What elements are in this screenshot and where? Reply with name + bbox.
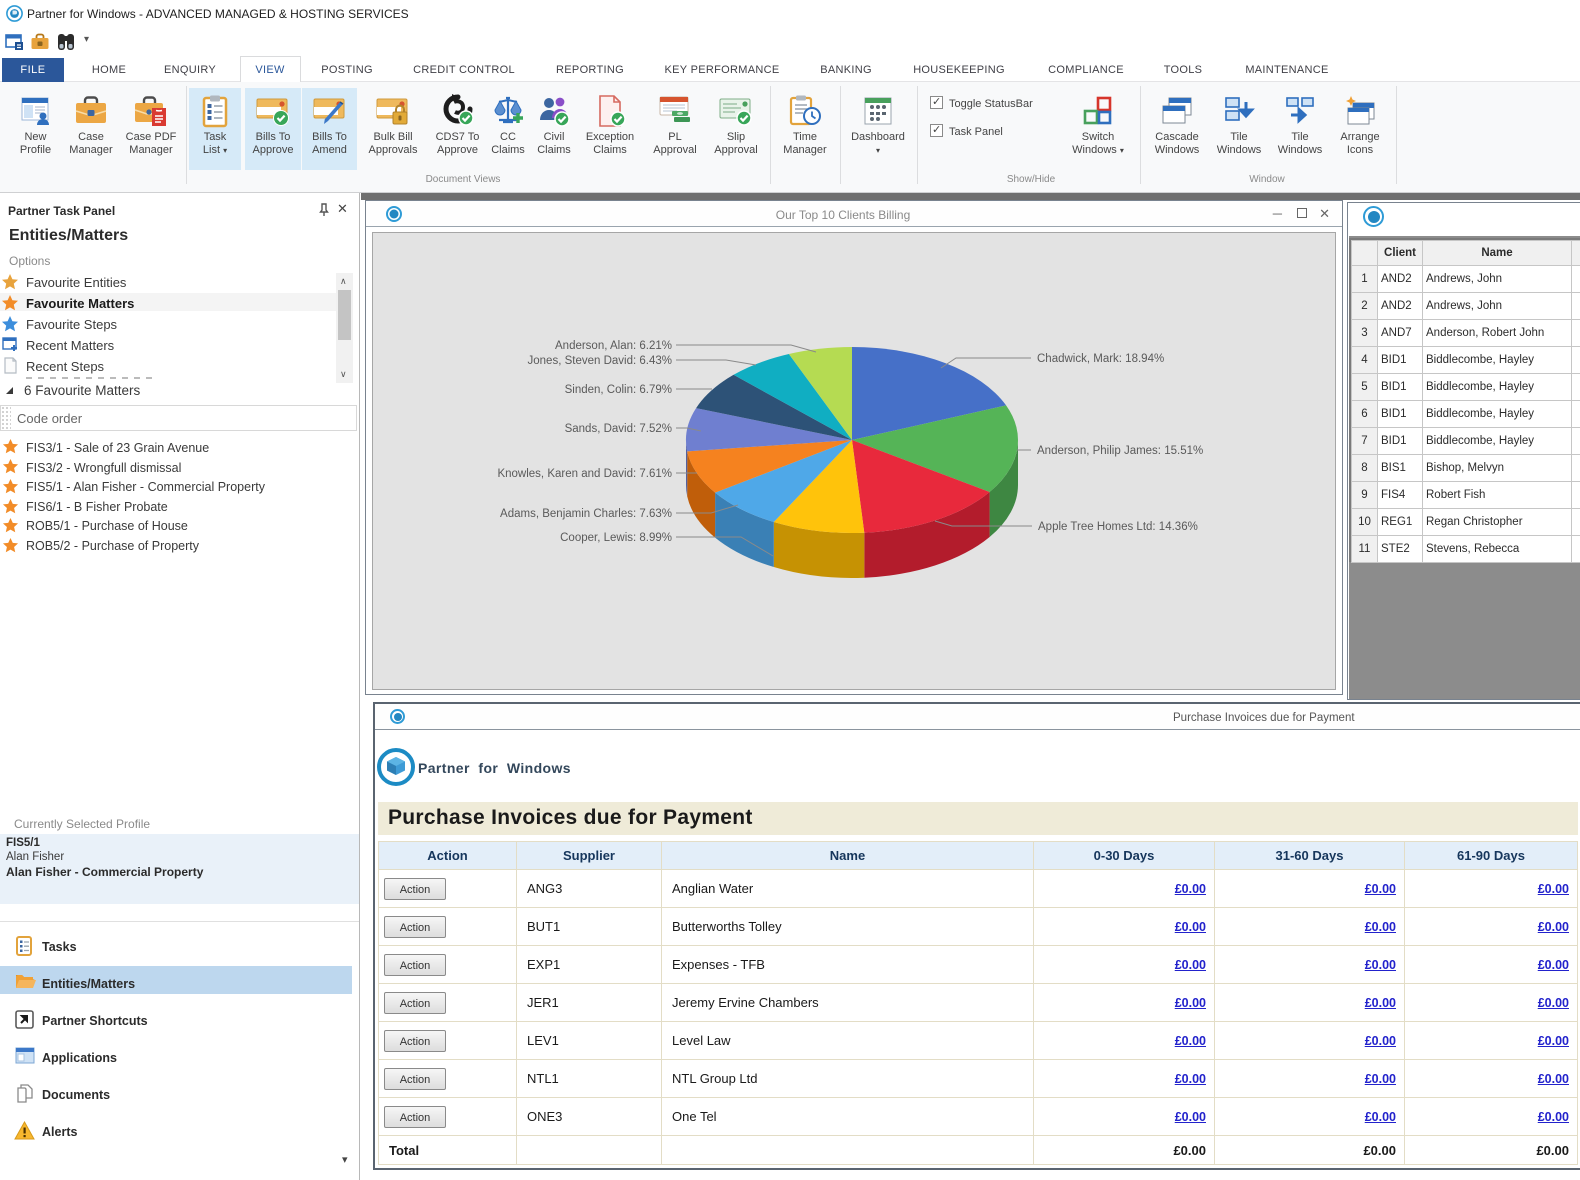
svg-text:Cooper, Lewis: 8.99%: Cooper, Lewis: 8.99% [560, 532, 672, 544]
svg-text:Anderson, Alan: 6.21%: Anderson, Alan: 6.21% [555, 340, 672, 352]
svg-text:Adams, Benjamin Charles: 7.63%: Adams, Benjamin Charles: 7.63% [500, 508, 672, 520]
svg-text:Knowles, Karen and David: 7.61: Knowles, Karen and David: 7.61% [497, 468, 672, 480]
svg-text:Sinden, Colin: 6.79%: Sinden, Colin: 6.79% [565, 384, 672, 396]
svg-text:Jones, Steven David: 6.43%: Jones, Steven David: 6.43% [528, 355, 672, 367]
svg-text:Chadwick, Mark: 18.94%: Chadwick, Mark: 18.94% [1037, 353, 1164, 365]
svg-text:Sands, David: 7.52%: Sands, David: 7.52% [565, 423, 672, 435]
svg-text:Apple Tree Homes Ltd: 14.36%: Apple Tree Homes Ltd: 14.36% [1038, 521, 1198, 533]
svg-text:Anderson, Philip James: 15.51%: Anderson, Philip James: 15.51% [1037, 445, 1203, 457]
